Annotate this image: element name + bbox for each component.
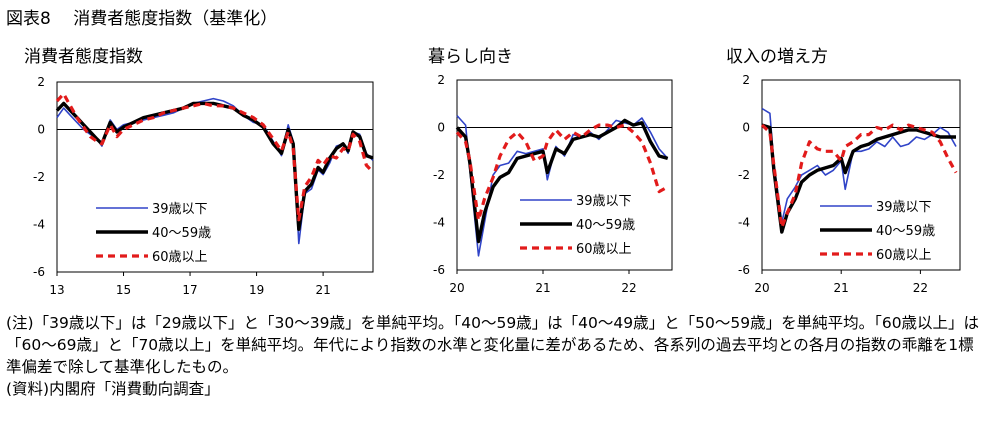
y-tick-label: -4 xyxy=(433,216,445,230)
plot-frame xyxy=(456,79,673,271)
y-tick-label: -2 xyxy=(738,168,750,182)
y-tick-label: -6 xyxy=(33,265,45,279)
chart-title-income-growth: 収入の増え方 xyxy=(726,47,828,67)
y-tick-label: -6 xyxy=(738,263,750,277)
legend-label-1: 40～59歳 xyxy=(876,224,935,239)
series-line-1 xyxy=(55,101,374,232)
series-line-0 xyxy=(56,97,374,245)
plot-frame xyxy=(761,79,961,271)
x-tick-label: 15 xyxy=(116,283,131,297)
x-tick-label: 21 xyxy=(834,281,849,295)
x-tick-label: 13 xyxy=(49,283,64,297)
legend-label-1: 40～59歳 xyxy=(576,218,635,233)
chart-0: 2 0 -2 -4 -6 13 15 17 19 21 39歳以下 40～59歳 60歳以上 xyxy=(33,75,375,297)
y-tick-label: 0 xyxy=(37,123,45,137)
charts-canvas: 20-2-4-613 15 17 19 2139歳以下40～59歳60歳以上20-2-4… xyxy=(33,73,961,297)
legend-label-0: 39歳以下 xyxy=(152,202,208,217)
y-tick-label: 0 xyxy=(437,121,445,135)
y-tick-label: 2 xyxy=(437,73,445,87)
legend-label-2: 60歳以上 xyxy=(576,242,632,257)
legend-label-0: 39歳以下 xyxy=(576,194,632,209)
y-tick-label: -2 xyxy=(433,168,445,182)
legend-label-2: 60歳以上 xyxy=(876,248,932,263)
y-tick-label: -2 xyxy=(33,170,45,184)
note-text: (注)「39歳以下」は「29歳以下」と「30～39歳」を単純平均。「40～59歳… xyxy=(6,314,980,376)
chart-title-living-conditions: 暮らし向き xyxy=(428,47,513,67)
notes: (注)「39歳以下」は「29歳以下」と「30～39歳」を単純平均。「40～59歳… xyxy=(6,312,984,400)
figure-title: 図表8 消費者態度指数（基準化） xyxy=(6,9,278,29)
series-line-1 xyxy=(761,123,956,234)
y-tick-label: 2 xyxy=(742,73,750,87)
x-tick-label: 21 xyxy=(535,281,550,295)
x-tick-label: 20 xyxy=(449,281,464,295)
x-tick-label: 17 xyxy=(182,283,197,297)
x-tick-label: 19 xyxy=(249,283,264,297)
series-line-2 xyxy=(760,123,958,229)
series-line-2 xyxy=(55,92,375,222)
legend-label-0: 39歳以下 xyxy=(876,200,932,215)
plot-frame xyxy=(56,81,374,273)
y-tick-label: -4 xyxy=(33,218,45,232)
y-tick-label: -6 xyxy=(433,263,445,277)
y-tick-label: 2 xyxy=(37,75,45,89)
legend-label-1: 40～59歳 xyxy=(152,226,211,241)
y-tick-label: 0 xyxy=(742,121,750,135)
x-tick-label: 20 xyxy=(754,281,769,295)
x-tick-label: 21 xyxy=(315,283,330,297)
chart-title-consumer-confidence: 消費者態度指数 xyxy=(24,47,143,67)
legend-label-2: 60歳以上 xyxy=(152,250,208,265)
source-text: (資料)内閣府「消費動向調査」 xyxy=(6,380,220,398)
x-tick-label: 22 xyxy=(621,281,636,295)
series-line-1 xyxy=(455,118,669,244)
series-line-2 xyxy=(455,123,669,222)
x-tick-label: 22 xyxy=(913,281,928,295)
y-tick-label: -4 xyxy=(738,216,750,230)
